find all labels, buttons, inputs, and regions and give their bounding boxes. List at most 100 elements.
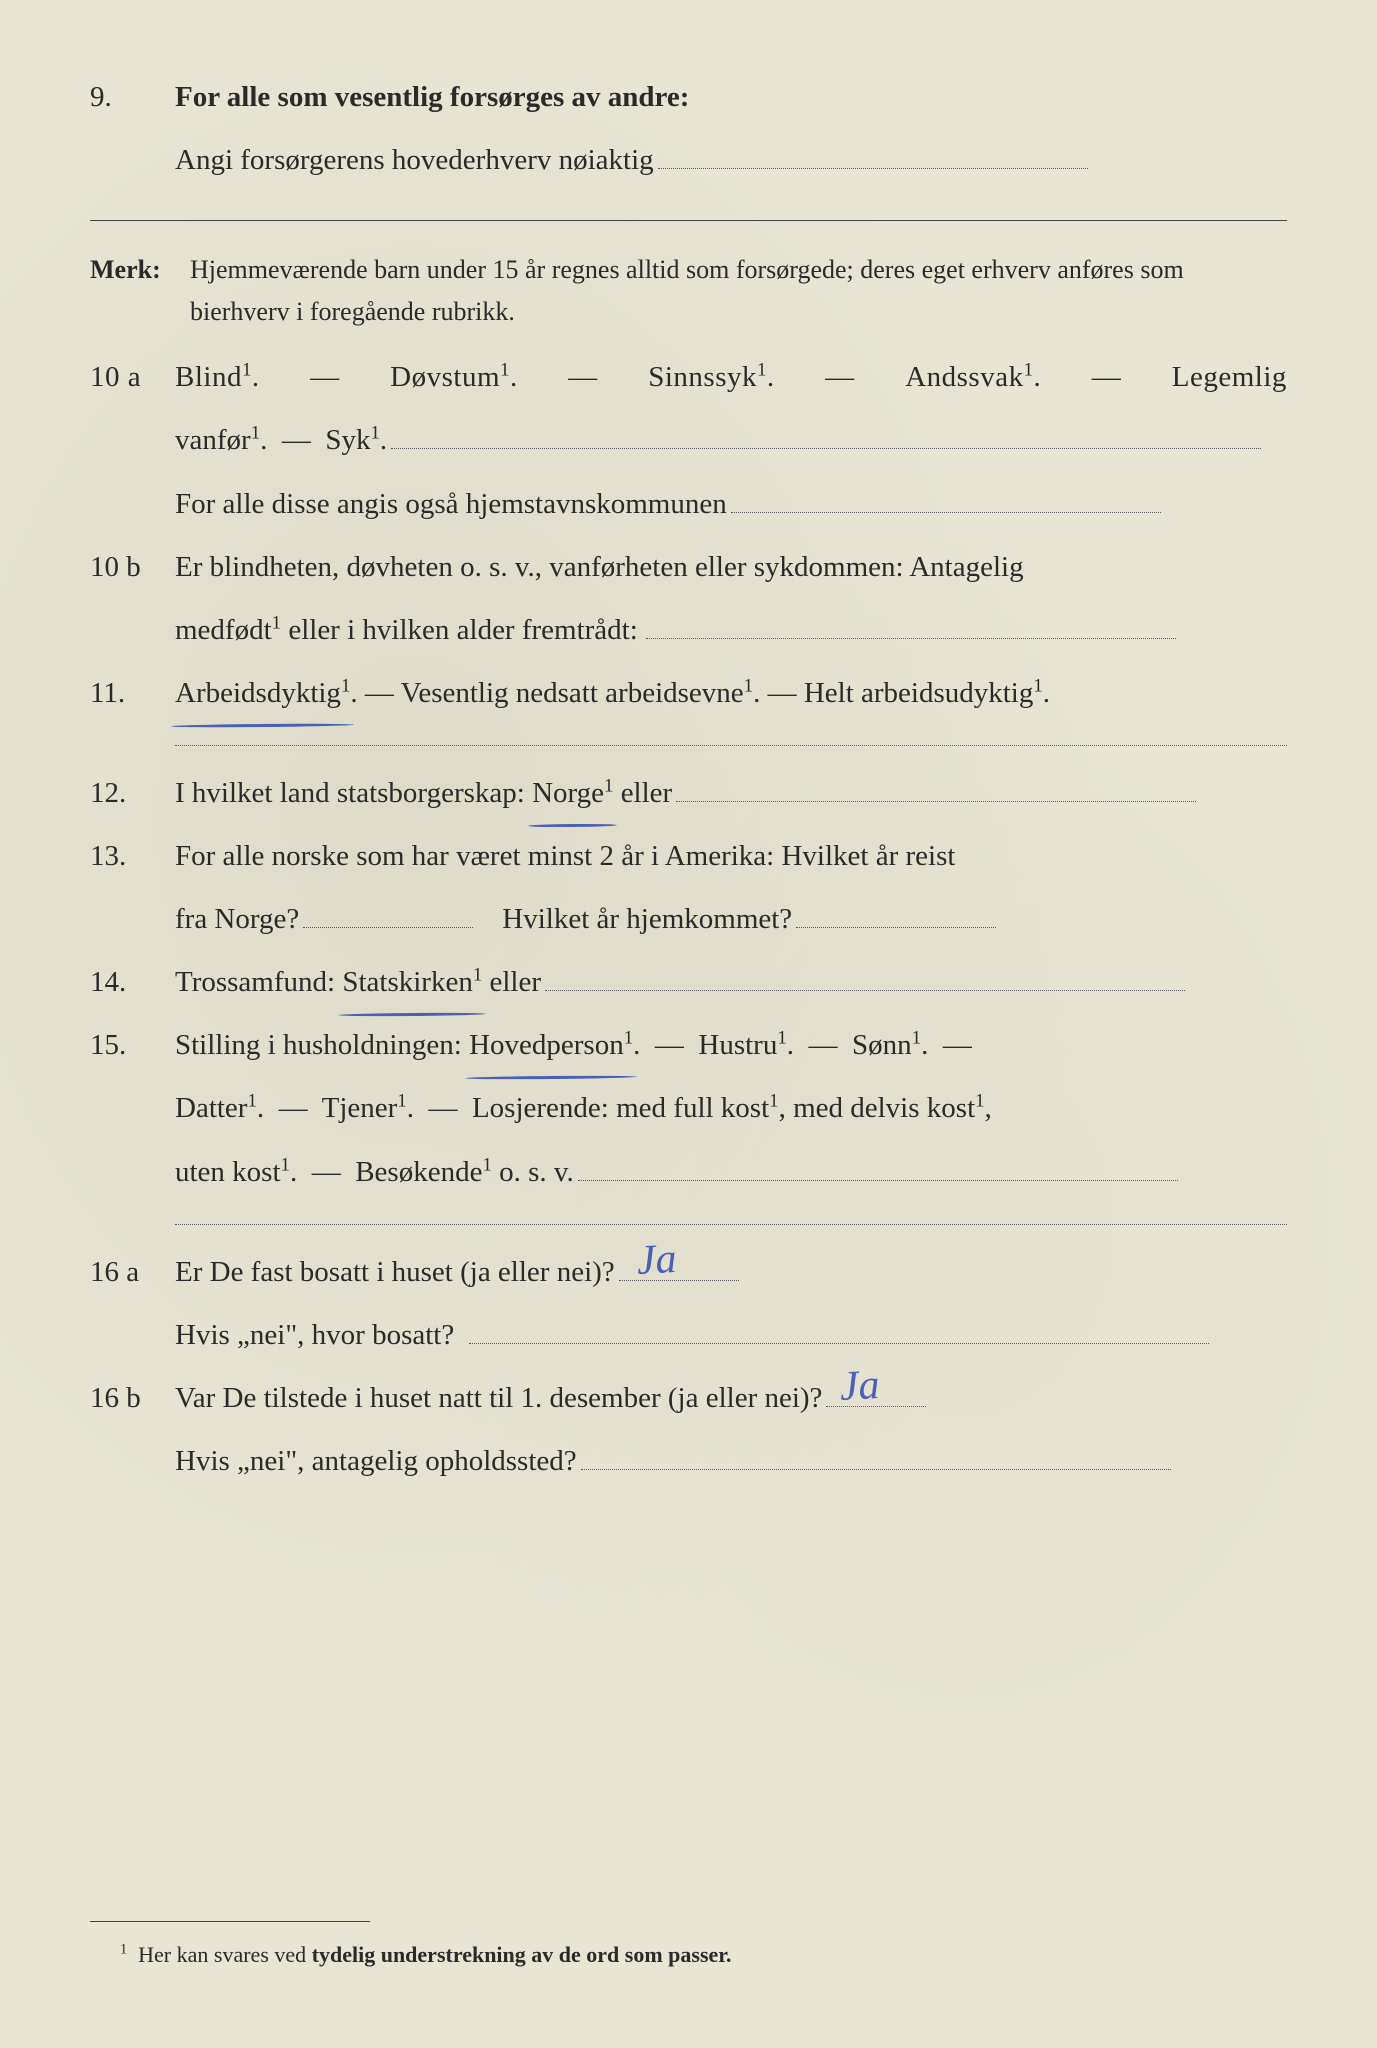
- question-15: 15. Stilling i husholdningen: Hovedperso…: [90, 1018, 1287, 1073]
- q15-line2-text: Losjerende: med full kost: [472, 1092, 769, 1124]
- question-11: 11. Arbeidsdyktig1. — Vesentlig nedsatt …: [90, 666, 1287, 721]
- footnote-text: 1 Her kan svares ved tydelig understrekn…: [90, 1942, 1287, 1968]
- dotted-fill: [469, 1343, 1209, 1344]
- q10a-opt2: Døvstum: [390, 361, 500, 393]
- merk-note: Merk: Hjemmeværende barn under 15 år reg…: [90, 249, 1287, 332]
- q16b-line2-row: Hvis „nei", antagelig opholdssted?: [90, 1434, 1287, 1489]
- dotted-fill: [796, 927, 996, 928]
- q10a-opt4: Andssvak: [905, 361, 1023, 393]
- q10a-line1: Blind1. — Døvstum1. — Sinnssyk1. — Andss…: [175, 350, 1287, 405]
- q10b-line1: Er blindheten, døvheten o. s. v., vanfør…: [175, 540, 1287, 595]
- q11-number: 11.: [90, 666, 175, 721]
- q15-opt3: Sønn: [852, 1029, 912, 1061]
- q14-text1: Trossamfund:: [175, 966, 342, 998]
- q15-line2: Datter1. — Tjener1. — Losjerende: med fu…: [90, 1081, 1287, 1136]
- q12-number: 12.: [90, 766, 175, 821]
- dotted-fill: [545, 990, 1185, 991]
- footnote: 1 Her kan svares ved tydelig understrekn…: [90, 1921, 1287, 1968]
- q16a-line1-content: Er De fast bosatt i huset (ja eller nei)…: [175, 1245, 1287, 1300]
- q10a-opt1: Blind: [175, 361, 242, 393]
- q10a-line3-row: For alle disse angis også hjemstavnskomm…: [90, 477, 1287, 532]
- q10a-line2a: vanfør: [175, 424, 251, 456]
- q10b-line2a: medfødt: [175, 614, 272, 646]
- q15-line1: Stilling i husholdningen: Hovedperson1. …: [175, 1018, 1287, 1073]
- dotted-fill: [676, 801, 1196, 802]
- merk-text: Hjemmeværende barn under 15 år regnes al…: [190, 249, 1287, 332]
- q10b-line2: medfødt1 eller i hvilken alder fremtrådt…: [90, 603, 1287, 658]
- dotted-fill: [578, 1180, 1178, 1181]
- question-9: 9. For alle som vesentlig forsørges av a…: [90, 70, 1287, 125]
- q16a-line2: Hvis „nei", hvor bosatt?: [175, 1319, 454, 1351]
- q15-line3c: o. s. v.: [492, 1156, 574, 1188]
- q12-text2: eller: [613, 777, 672, 809]
- q15-line2-text2: , med delvis kost: [779, 1092, 976, 1124]
- q10a-line2: vanfør1. — Syk1.: [90, 413, 1287, 468]
- q16a-answer: Ja: [636, 1243, 677, 1279]
- q15-line2-opt1: Datter: [175, 1092, 247, 1124]
- q13-number: 13.: [90, 829, 175, 884]
- q11-opt2: Vesentlig nedsatt arbeidsevne: [401, 677, 744, 709]
- q13-line1: For alle norske som har været minst 2 år…: [175, 829, 1287, 884]
- question-16a: 16 a Er De fast bosatt i huset (ja eller…: [90, 1245, 1287, 1300]
- dotted-fill: [303, 927, 473, 928]
- q11-opt1-underlined: Arbeidsdyktig1: [175, 666, 350, 721]
- divider-dotted: [175, 745, 1287, 746]
- q13-line2a: fra Norge?: [175, 903, 299, 935]
- q14-number: 14.: [90, 955, 175, 1010]
- dotted-fill: [646, 638, 1176, 639]
- q12-opt1-underlined: Norge1: [532, 766, 613, 821]
- q16a-line2-row: Hvis „nei", hvor bosatt?: [90, 1308, 1287, 1363]
- q15-line3a: uten kost: [175, 1156, 281, 1188]
- q10b-line2b: eller i hvilken alder fremtrådt:: [281, 614, 638, 646]
- dotted-fill: [581, 1469, 1171, 1470]
- q9-line2: Angi forsørgerens hovederhverv nøiaktig: [90, 133, 1287, 188]
- divider: [90, 220, 1287, 221]
- q11-opt3: Helt arbeidsudyktig: [804, 677, 1034, 709]
- q10b-number: 10 b: [90, 540, 175, 595]
- divider-dotted-2: [175, 1224, 1287, 1225]
- dotted-fill: Ja: [619, 1280, 739, 1281]
- q15-number: 15.: [90, 1018, 175, 1073]
- q11-content: Arbeidsdyktig1. — Vesentlig nedsatt arbe…: [175, 666, 1287, 721]
- footnote-bold: tydelig understrekning av de ord som pas…: [312, 1942, 732, 1967]
- dotted-fill: [391, 448, 1261, 449]
- q15-opt2: Hustru: [698, 1029, 777, 1061]
- question-13: 13. For alle norske som har været minst …: [90, 829, 1287, 884]
- question-10b: 10 b Er blindheten, døvheten o. s. v., v…: [90, 540, 1287, 595]
- q16a-number: 16 a: [90, 1245, 175, 1300]
- q9-heading: For alle som vesentlig forsørges av andr…: [175, 70, 1287, 125]
- q13-line2b: Hvilket år hjemkommet?: [502, 903, 792, 935]
- document-page: 9. For alle som vesentlig forsørges av a…: [0, 0, 1377, 2048]
- q10a-opt5: Legemlig: [1172, 350, 1287, 405]
- q14-opt1-underlined: Statskirken1: [342, 955, 482, 1010]
- q14-content: Trossamfund: Statskirken1 eller: [175, 955, 1287, 1010]
- footnote-divider: [90, 1921, 370, 1922]
- q10a-opt3: Sinnssyk: [648, 361, 757, 393]
- q12-text1: I hvilket land statsborgerskap:: [175, 777, 532, 809]
- question-14: 14. Trossamfund: Statskirken1 eller: [90, 955, 1287, 1010]
- q15-opt1-underlined: Hovedperson1: [469, 1018, 633, 1073]
- q15-line3b: Besøkende: [355, 1156, 482, 1188]
- q10a-line3: For alle disse angis også hjemstavnskomm…: [175, 488, 727, 520]
- question-12: 12. I hvilket land statsborgerskap: Norg…: [90, 766, 1287, 821]
- q16b-answer: Ja: [839, 1369, 880, 1405]
- q16a-line1: Er De fast bosatt i huset (ja eller nei)…: [175, 1256, 615, 1288]
- q16b-line1-content: Var De tilstede i huset natt til 1. dese…: [175, 1371, 1287, 1426]
- q15-text1: Stilling i husholdningen:: [175, 1029, 469, 1061]
- q10a-line2b: Syk: [325, 424, 370, 456]
- dotted-fill: [658, 168, 1088, 169]
- question-10a: 10 a Blind1. — Døvstum1. — Sinnssyk1. — …: [90, 350, 1287, 405]
- q9-line2-text: Angi forsørgerens hovederhverv nøiaktig: [175, 144, 654, 176]
- q16b-number: 16 b: [90, 1371, 175, 1426]
- dotted-fill: Ja: [826, 1406, 926, 1407]
- dotted-fill: [731, 512, 1161, 513]
- q10a-number: 10 a: [90, 350, 175, 405]
- q15-line2-opt2: Tjener: [322, 1092, 398, 1124]
- q13-line2: fra Norge? Hvilket år hjemkommet?: [90, 892, 1287, 947]
- footnote-text1: Her kan svares ved: [138, 1942, 312, 1967]
- q16b-line1: Var De tilstede i huset natt til 1. dese…: [175, 1382, 822, 1414]
- q16b-line2: Hvis „nei", antagelig opholdssted?: [175, 1445, 577, 1477]
- footnote-marker: 1: [120, 1942, 127, 1958]
- question-16b: 16 b Var De tilstede i huset natt til 1.…: [90, 1371, 1287, 1426]
- q15-line3: uten kost1. — Besøkende1 o. s. v.: [90, 1145, 1287, 1200]
